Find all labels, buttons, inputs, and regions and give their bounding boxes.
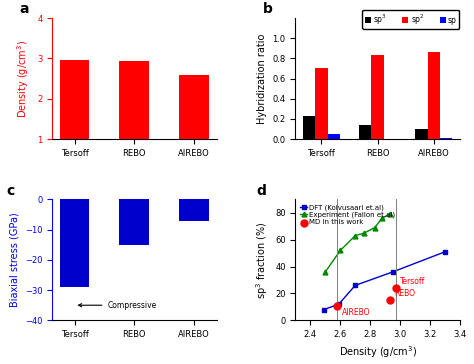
Experiment (Fallon et.al) xyxy=(387,212,392,217)
Text: b: b xyxy=(263,3,273,16)
Bar xyxy=(179,75,209,179)
Bar xyxy=(428,52,440,139)
Text: a: a xyxy=(19,3,29,16)
Experiment (Fallon et.al) xyxy=(352,234,358,238)
Experiment (Fallon et.al) xyxy=(322,270,328,274)
Bar xyxy=(328,134,340,139)
Line: Experiment (Fallon et.al): Experiment (Fallon et.al) xyxy=(323,212,392,274)
X-axis label: Density (g/cm$^3$): Density (g/cm$^3$) xyxy=(338,345,417,360)
Experiment (Fallon et.al) xyxy=(337,248,343,253)
Bar xyxy=(415,129,428,139)
Text: Compressive: Compressive xyxy=(79,301,157,310)
DFT (Koivusaari et.al) xyxy=(442,250,447,254)
Experiment (Fallon et.al) xyxy=(361,231,367,235)
Bar xyxy=(315,68,328,139)
Experiment (Fallon et.al) xyxy=(372,225,377,230)
Bar xyxy=(372,55,384,139)
Bar xyxy=(60,60,90,179)
Line: DFT (Koivusaari et.al): DFT (Koivusaari et.al) xyxy=(322,250,447,312)
Y-axis label: sp$^3$ fraction (%): sp$^3$ fraction (%) xyxy=(254,221,270,299)
Bar xyxy=(60,199,90,287)
Text: d: d xyxy=(256,184,266,198)
Y-axis label: Biaxial stress (GPa): Biaxial stress (GPa) xyxy=(9,213,19,307)
Bar xyxy=(119,199,149,245)
Legend: sp$^3$, sp$^2$, sp: sp$^3$, sp$^2$, sp xyxy=(362,10,459,29)
Legend: DFT (Koivusaari et.al), Experiment (Fallon et.al), MD in this work: DFT (Koivusaari et.al), Experiment (Fall… xyxy=(299,203,397,227)
Bar xyxy=(303,116,315,139)
DFT (Koivusaari et.al) xyxy=(336,302,342,306)
MD in this work xyxy=(333,302,341,308)
Y-axis label: Hybridization ratio: Hybridization ratio xyxy=(257,33,267,124)
DFT (Koivusaari et.al) xyxy=(352,283,358,288)
MD in this work xyxy=(392,285,399,291)
Text: c: c xyxy=(6,184,14,198)
Bar xyxy=(119,61,149,179)
Text: Tersoff: Tersoff xyxy=(400,277,425,286)
MD in this work xyxy=(386,297,393,303)
DFT (Koivusaari et.al) xyxy=(390,270,395,274)
Bar xyxy=(179,199,209,221)
Bar xyxy=(359,125,372,139)
Experiment (Fallon et.al) xyxy=(379,216,385,221)
DFT (Koivusaari et.al) xyxy=(321,307,327,312)
Text: REBO: REBO xyxy=(394,289,415,298)
Bar xyxy=(440,138,452,139)
Y-axis label: Density (g/cm$^3$): Density (g/cm$^3$) xyxy=(16,40,31,118)
Text: AIREBO: AIREBO xyxy=(342,308,370,317)
